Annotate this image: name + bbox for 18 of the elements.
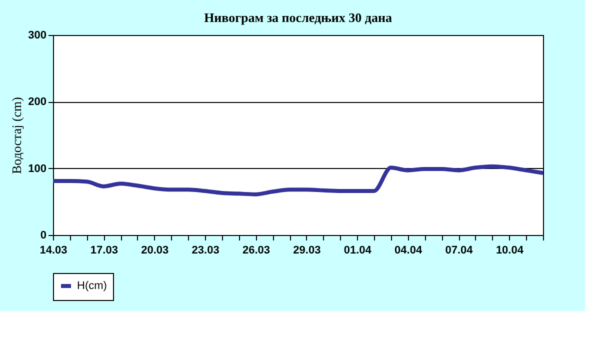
line-series	[51, 164, 545, 196]
chart-title: Нивограм за последњих 30 дана	[204, 10, 392, 25]
x-tick-label: 01.04	[344, 244, 372, 256]
x-tick-label: 14.03	[40, 244, 68, 256]
x-tick-label: 26.03	[242, 244, 270, 256]
y-axis-title: Водостај (cm)	[9, 96, 24, 174]
x-tick-label: 07.04	[445, 244, 474, 256]
y-tick-label: 200	[28, 96, 46, 108]
legend-label: H(cm)	[77, 280, 107, 292]
x-tick-label: 29.03	[293, 244, 321, 256]
x-tick-label: 04.04	[394, 244, 423, 256]
y-tick-label: 0	[40, 230, 46, 242]
y-tick-label: 300	[28, 30, 46, 42]
x-tick-label: 20.03	[141, 244, 169, 256]
x-tick-label: 17.03	[90, 244, 118, 256]
x-tick-label: 23.03	[192, 244, 220, 256]
x-tick-label: 10.04	[496, 244, 524, 256]
y-tick-label: 100	[28, 162, 46, 175]
